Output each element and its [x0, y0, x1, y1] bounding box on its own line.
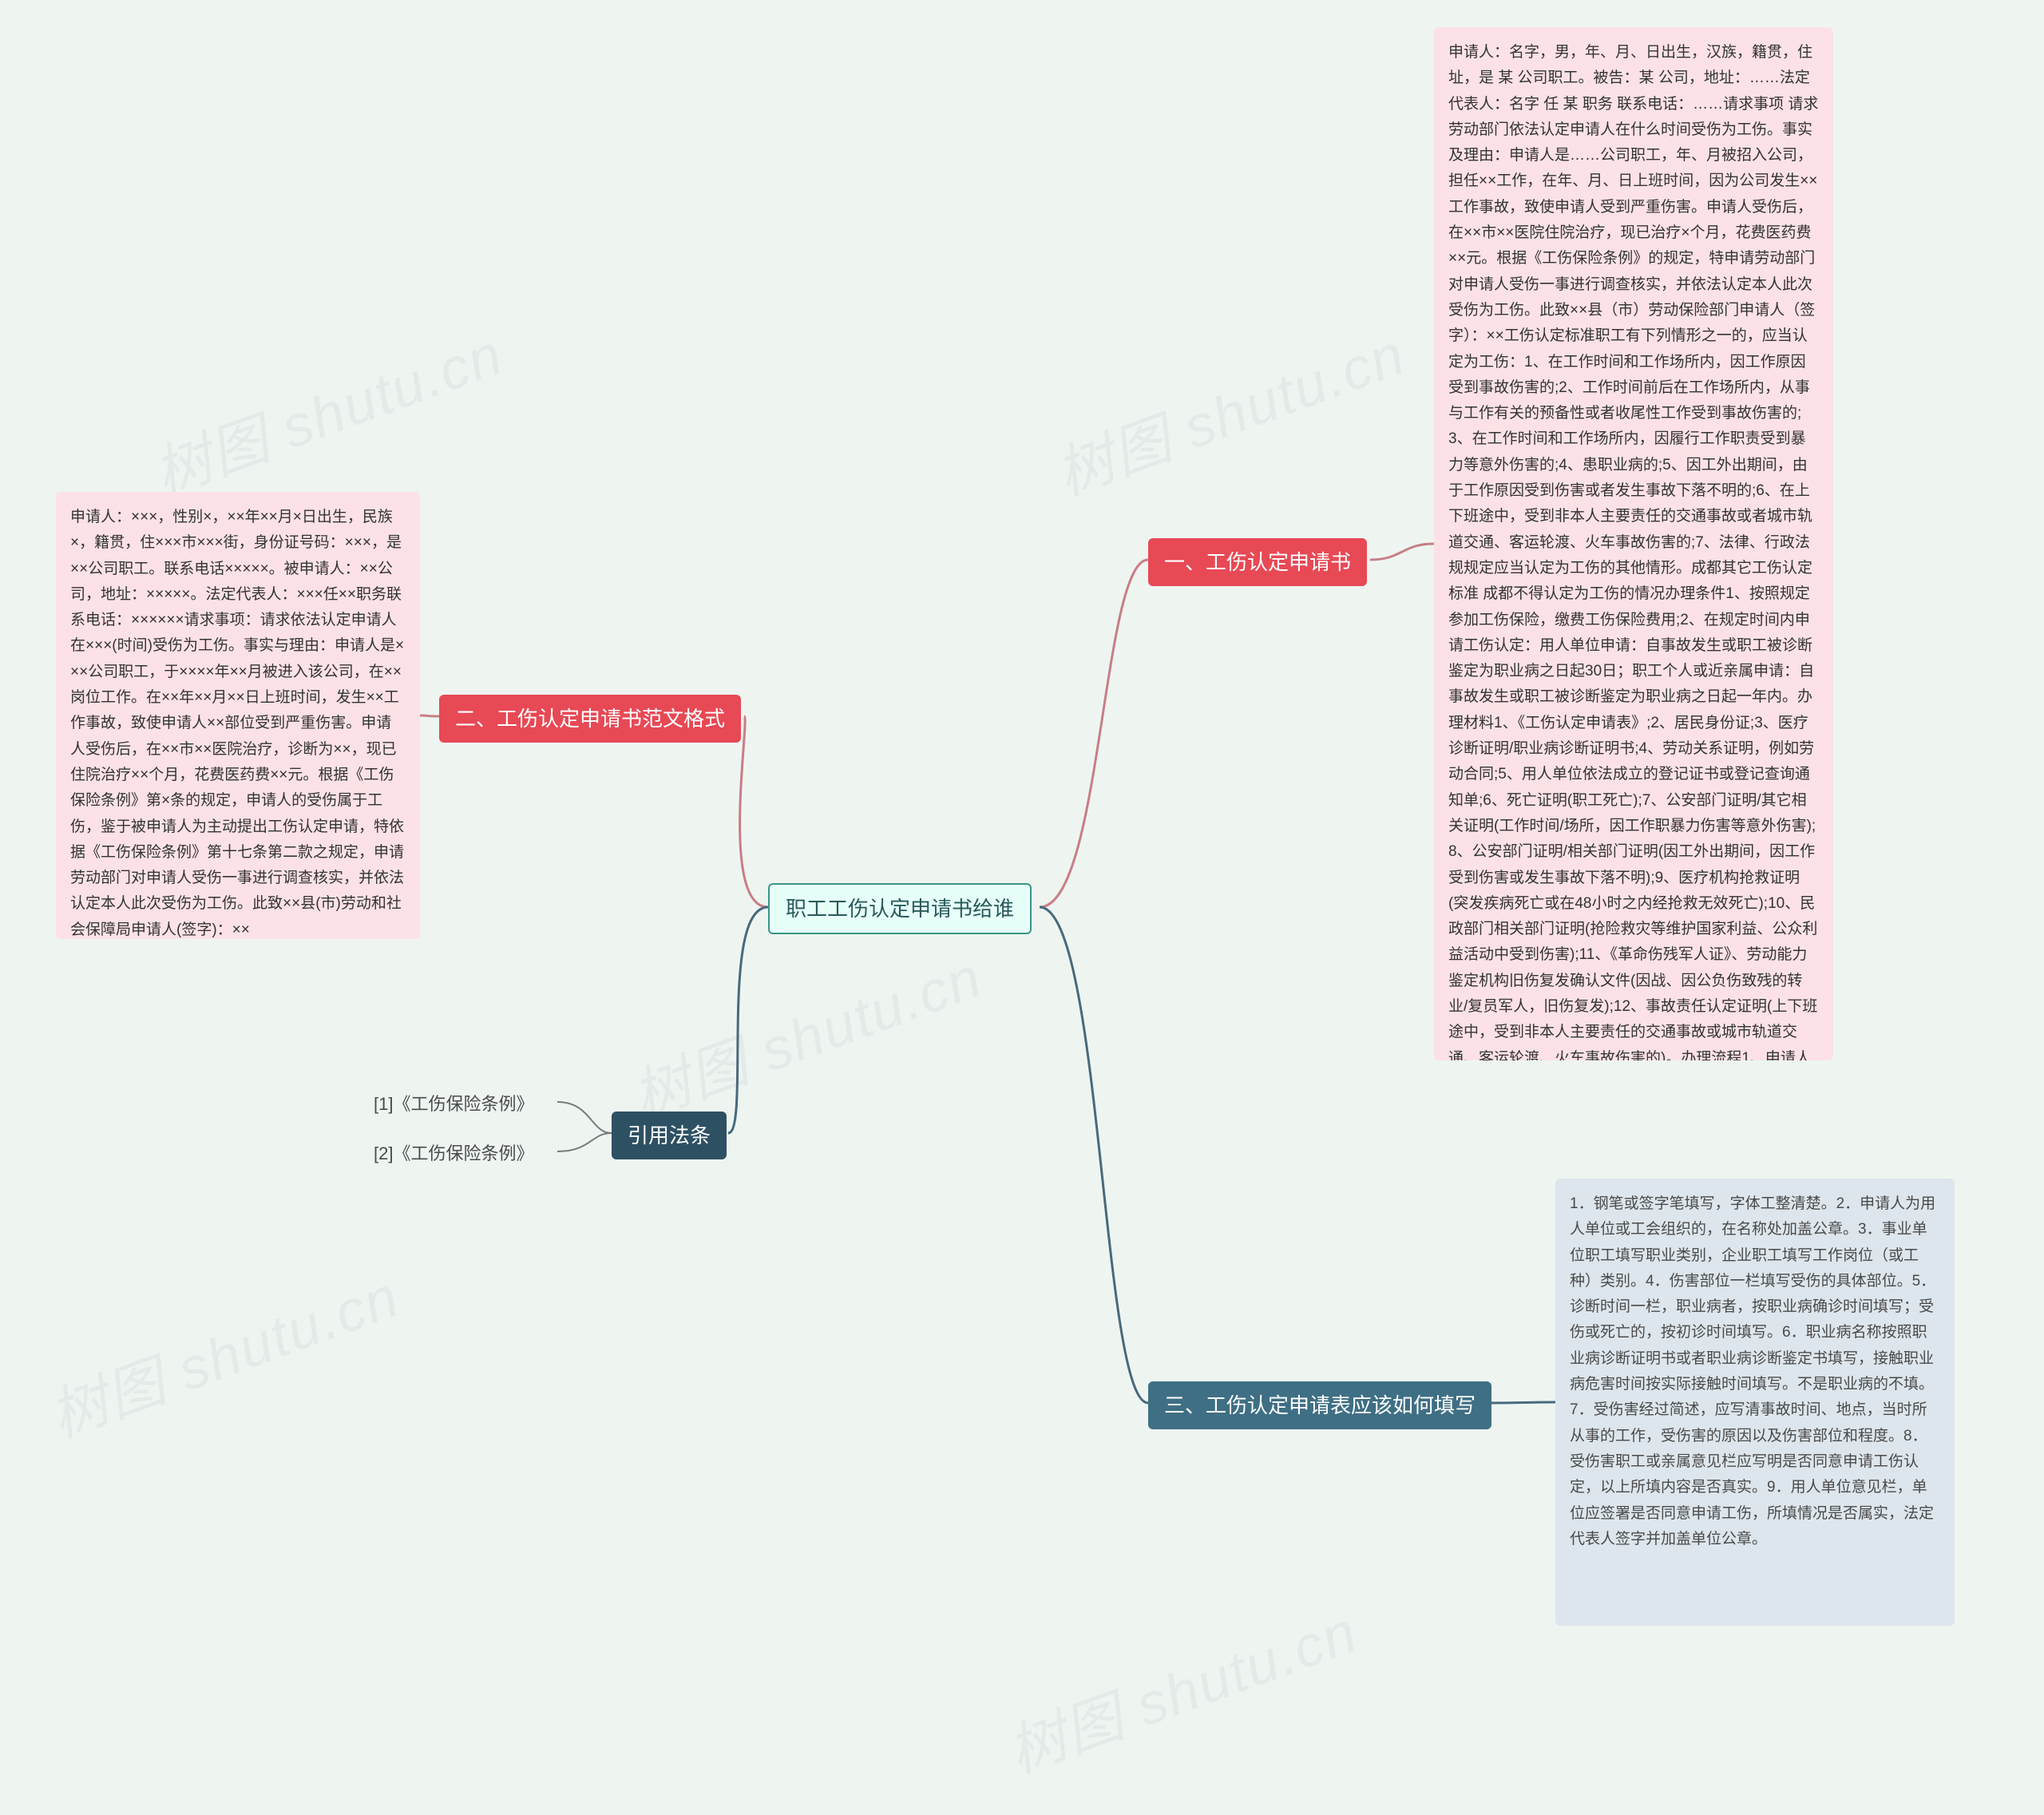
section-1-content: 申请人：名字，男，年、月、日出生，汉族，籍贯，住址，是 某 公司职工。被告：某 … [1434, 27, 1833, 1060]
section-2-content: 申请人：×××，性别×，××年××月×日出生，民族×，籍贯，住×××市×××街，… [56, 492, 420, 939]
reference-item-2[interactable]: [2]《工伤保险条例》 [374, 1137, 533, 1171]
watermark: 树图 shutu.cn [37, 1250, 409, 1453]
section-3-node[interactable]: 三、工伤认定申请表应该如何填写 [1148, 1381, 1491, 1429]
reference-item-1[interactable]: [1]《工伤保险条例》 [374, 1088, 533, 1122]
watermark: 树图 shutu.cn [141, 307, 513, 511]
watermark: 树图 shutu.cn [1043, 307, 1415, 511]
section-1-node[interactable]: 一、工伤认定申请书 [1148, 538, 1367, 586]
watermark: 树图 shutu.cn [620, 930, 992, 1134]
center-node[interactable]: 职工工伤认定申请书给谁 [768, 883, 1032, 934]
references-node[interactable]: 引用法条 [612, 1112, 727, 1159]
section-3-content: 1．钢笔或签字笔填写，字体工整清楚。2．申请人为用人单位或工会组织的，在名称处加… [1555, 1179, 1955, 1626]
watermark: 树图 shutu.cn [995, 1585, 1367, 1789]
section-2-node[interactable]: 二、工伤认定申请书范文格式 [439, 695, 741, 743]
